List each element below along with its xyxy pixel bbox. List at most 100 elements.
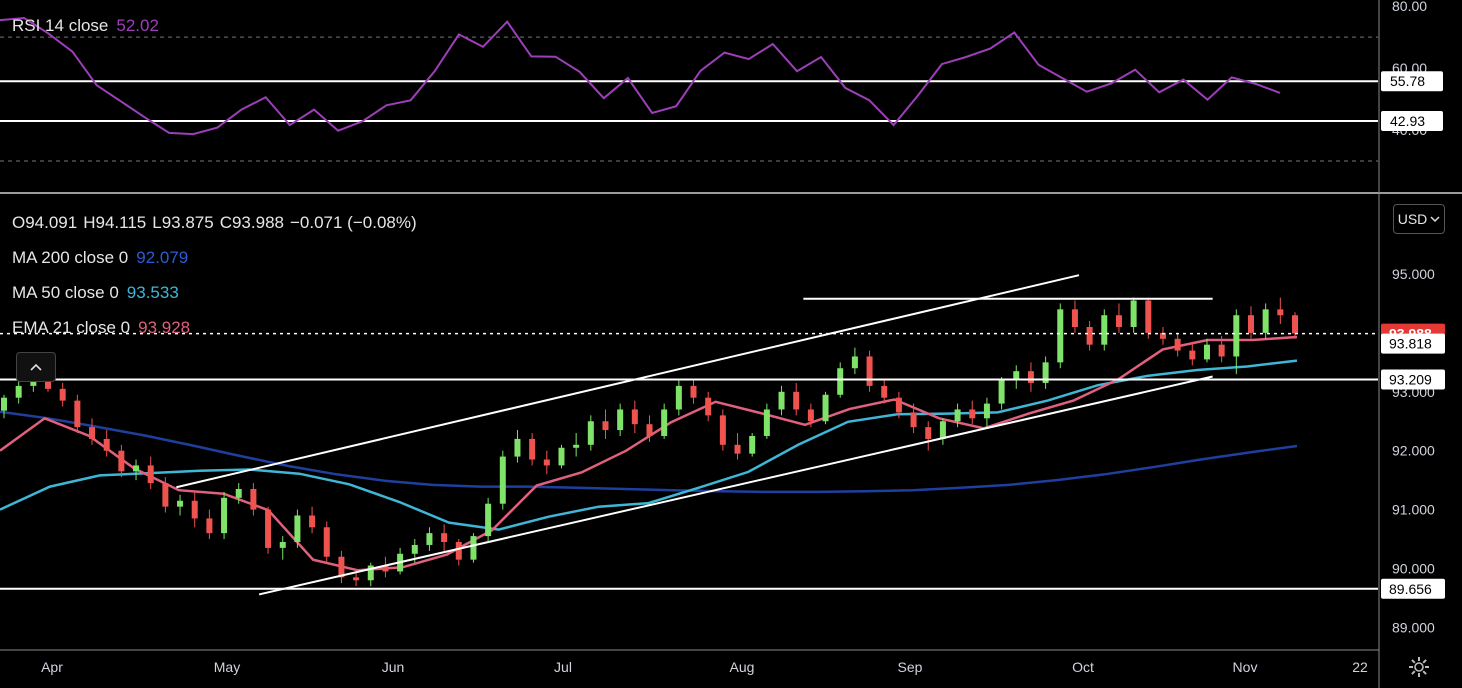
candle-body: [925, 427, 932, 439]
candle-body: [1262, 309, 1269, 333]
price-level-tag: [1381, 369, 1445, 390]
time-tick-label: Aug: [730, 659, 755, 675]
candle-body: [631, 409, 638, 425]
candle-body: [734, 444, 741, 454]
ohlc-high: H94.115: [83, 213, 147, 232]
candle-body: [1292, 315, 1298, 334]
ohlc-close: C93.988: [219, 213, 284, 232]
price-level-tag: [1381, 578, 1445, 599]
ohlc-low: L93.875: [152, 213, 214, 232]
candle-body: [1057, 309, 1064, 363]
candle-body: [235, 488, 242, 498]
candle-body: [1013, 371, 1020, 381]
ma200-label: MA 200 close 0: [12, 248, 129, 267]
candle-body: [1130, 300, 1137, 328]
candle-body: [1071, 309, 1078, 328]
candle-body: [587, 421, 594, 445]
ma200-line: [0, 410, 1298, 494]
collapse-legend-button[interactable]: [16, 352, 56, 382]
settings-button[interactable]: [1406, 655, 1432, 681]
price-level-tag-label: 93.818: [1389, 336, 1432, 352]
candle-body: [529, 438, 536, 460]
candle-body: [646, 424, 653, 436]
candle-body: [719, 415, 726, 445]
rsi-value-tag: [1381, 110, 1443, 131]
candle-body: [763, 409, 770, 436]
candle-body: [998, 380, 1005, 404]
candle-body: [206, 518, 213, 534]
candle-body: [793, 391, 800, 410]
price-level-tag-label: 89.656: [1389, 581, 1432, 597]
candle-body: [514, 438, 521, 457]
candle-body: [1174, 338, 1181, 351]
candle-body: [1277, 309, 1284, 316]
rsi-legend-label: RSI 14 close: [12, 16, 109, 35]
candle-body: [1086, 327, 1093, 345]
candle-body: [426, 533, 433, 545]
rsi-value-tag-label: 55.78: [1390, 73, 1425, 89]
candle-body: [499, 456, 506, 504]
price-level-tag: [1381, 333, 1445, 354]
currency-button[interactable]: USD: [1393, 204, 1445, 234]
ma200-legend: MA 200 close 0 92.079: [12, 248, 188, 268]
time-tick-label: Jun: [382, 659, 405, 675]
ema21-legend: EMA 21 close 0 93.928: [12, 318, 190, 338]
candle-body: [690, 385, 697, 398]
candle-body: [1145, 300, 1152, 333]
candle-body: [1203, 344, 1210, 360]
ohlc-open: O94.091: [12, 213, 78, 232]
candle-body: [1247, 315, 1254, 333]
candle-body: [221, 497, 228, 534]
candle-body: [1189, 350, 1196, 360]
candle-body: [910, 412, 917, 428]
ma200-value: 92.079: [136, 248, 189, 267]
candle-body: [441, 533, 448, 542]
time-tick-label: Apr: [41, 659, 63, 675]
candle-body: [866, 356, 873, 386]
candle-body: [661, 409, 668, 436]
candle-body: [675, 385, 682, 410]
rsi-legend: RSI 14 close 52.02: [12, 16, 159, 36]
candle-body: [1042, 362, 1049, 383]
candle-body: [895, 397, 902, 413]
candle-body: [837, 368, 844, 395]
candle-body: [74, 400, 81, 428]
chevron-down-icon: [1430, 216, 1440, 223]
time-tick-label: Jul: [554, 659, 572, 675]
rsi-value-tag-label: 42.93: [1390, 113, 1425, 129]
time-tick-label: May: [214, 659, 240, 675]
time-tick-label: 22: [1352, 659, 1368, 675]
candle-body: [162, 483, 169, 507]
candle-body: [191, 500, 198, 519]
candle-body: [1218, 344, 1225, 357]
candle-body: [954, 409, 961, 422]
candle-body: [1, 397, 7, 411]
candle-body: [573, 444, 580, 448]
ohlc-change: −0.071 (−0.08%): [289, 213, 417, 232]
candle-body: [1233, 315, 1240, 357]
candle-body: [294, 515, 301, 542]
candle-body: [1115, 315, 1122, 328]
candle-body: [969, 409, 976, 419]
trendline-channel-upper: [176, 274, 1080, 489]
candle-body: [147, 465, 154, 484]
candle-body: [323, 527, 330, 557]
candle-body: [558, 447, 565, 466]
time-tick-label: Oct: [1072, 659, 1094, 675]
ohlc-legend: O94.091 H94.115 L93.875 C93.988 −0.071 (−0.0…: [12, 213, 423, 233]
ma50-legend: MA 50 close 0 93.533: [12, 283, 179, 303]
rsi-value-tag: [1381, 71, 1443, 92]
ema21-line: [0, 335, 1298, 572]
candle-body: [59, 388, 66, 401]
candle-body: [1101, 315, 1108, 345]
candle-body: [749, 435, 756, 454]
ema21-label: EMA 21 close 0: [12, 318, 131, 337]
candle-body: [177, 500, 184, 507]
ma50-line: [0, 359, 1298, 531]
price-tick-label: 89.000: [1392, 619, 1435, 635]
candle-body: [353, 577, 360, 581]
candle-body: [617, 409, 624, 431]
candle-body: [1027, 371, 1034, 383]
candle-body: [1159, 332, 1166, 339]
